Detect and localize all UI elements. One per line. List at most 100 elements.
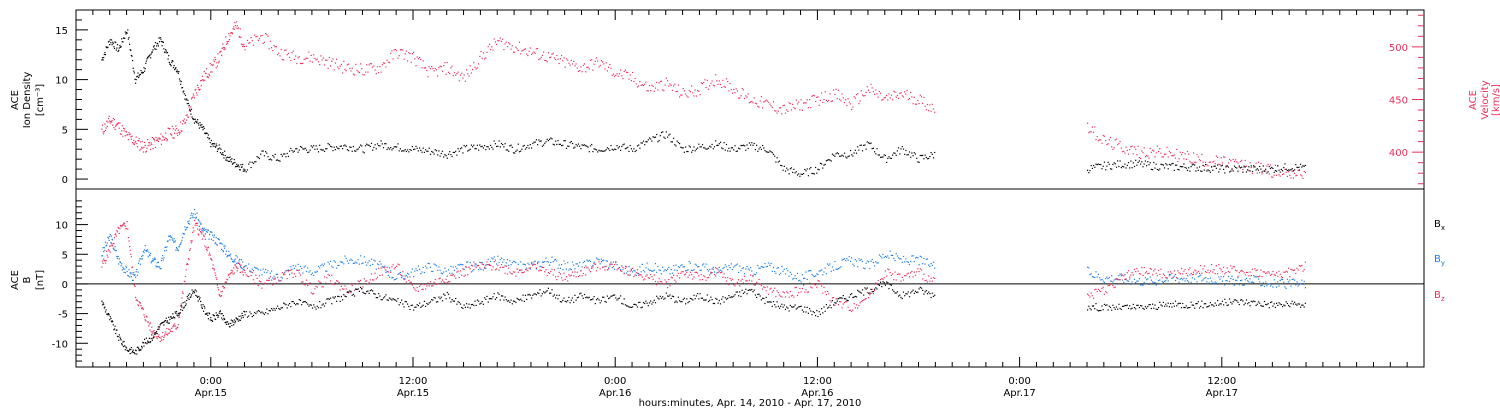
density-point	[553, 144, 555, 146]
bz-point	[841, 307, 843, 309]
bz-point	[374, 272, 376, 274]
bx-point	[256, 311, 258, 313]
velocity-point	[337, 66, 339, 68]
by-point	[1135, 281, 1137, 284]
bz-point	[1233, 266, 1235, 268]
velocity-point	[836, 98, 838, 100]
bz-point	[1180, 268, 1183, 270]
bx-point	[707, 300, 710, 303]
density-point	[1155, 163, 1157, 165]
velocity-point	[230, 32, 232, 34]
velocity-point	[733, 88, 735, 90]
bz-point	[752, 275, 754, 277]
bx-point	[712, 302, 714, 305]
bz-point	[1206, 271, 1208, 274]
bz-point	[1297, 269, 1299, 271]
bx-point	[279, 308, 281, 310]
bz-point	[1102, 286, 1104, 288]
by-point	[1221, 280, 1223, 282]
bz-point	[736, 281, 738, 284]
density-point	[177, 72, 179, 74]
velocity-point	[744, 97, 746, 100]
velocity-point	[189, 110, 191, 112]
density-point	[405, 150, 407, 153]
bz-point	[1225, 272, 1227, 274]
bz-point	[796, 294, 799, 296]
density-point	[287, 155, 289, 157]
bz-point	[360, 279, 362, 281]
bz-point	[1260, 269, 1262, 271]
density-point	[660, 131, 663, 134]
density-point	[102, 59, 104, 61]
bx-point	[760, 299, 762, 301]
by-point	[176, 248, 178, 250]
by-point	[342, 261, 344, 263]
velocity-point	[1162, 156, 1164, 158]
density-point	[772, 153, 775, 155]
density-point	[387, 147, 389, 149]
density-point	[202, 129, 204, 131]
density-point	[1208, 170, 1210, 172]
density-point	[811, 172, 813, 175]
bz-point	[322, 286, 324, 288]
density-point	[245, 171, 247, 173]
by-point	[155, 265, 157, 267]
density-point	[928, 157, 930, 160]
velocity-point	[1101, 142, 1103, 144]
velocity-point	[1119, 140, 1121, 143]
bz-point	[811, 287, 813, 289]
bz-point	[216, 284, 218, 286]
bz-point	[532, 264, 534, 266]
velocity-point	[287, 52, 289, 54]
bz-point	[682, 271, 684, 273]
bz-point	[1267, 271, 1269, 273]
velocity-point	[198, 89, 200, 91]
bx-point	[645, 300, 647, 302]
bz-point	[1200, 265, 1202, 267]
velocity-point	[636, 86, 639, 88]
bz-point	[210, 257, 212, 260]
density-point	[744, 145, 746, 147]
density-point	[1133, 165, 1136, 168]
density-point	[392, 147, 394, 150]
bx-point	[669, 294, 671, 296]
density-point	[731, 147, 734, 149]
velocity-point	[494, 41, 496, 43]
bz-point	[788, 296, 790, 298]
density-point	[768, 151, 770, 153]
density-point	[1233, 165, 1235, 167]
velocity-point	[231, 33, 234, 35]
bx-point	[805, 311, 807, 313]
bz-point	[746, 280, 748, 282]
by-point	[346, 260, 348, 262]
by-point	[222, 251, 224, 253]
density-point	[143, 67, 145, 69]
by-point	[112, 247, 114, 249]
bz-point	[1160, 268, 1162, 270]
density-point	[167, 58, 169, 60]
density-point	[227, 160, 229, 162]
bz-point	[204, 245, 206, 247]
bx-point	[115, 329, 117, 331]
bx-point	[917, 291, 919, 293]
by-point	[1215, 282, 1217, 284]
velocity-point	[384, 62, 386, 64]
bx-point	[363, 292, 365, 294]
bx-point	[793, 306, 795, 308]
bz-point	[1124, 278, 1126, 280]
bx-point	[462, 307, 464, 309]
by-point	[567, 262, 569, 264]
density-point	[695, 148, 697, 150]
by-point	[497, 255, 499, 257]
velocity-point	[734, 92, 736, 94]
bz-point	[786, 291, 788, 293]
velocity-point	[226, 41, 228, 43]
density-point	[133, 72, 135, 74]
by-point	[1119, 273, 1121, 275]
density-point	[1146, 165, 1148, 167]
bz-point	[595, 270, 598, 272]
density-point	[134, 78, 136, 80]
bx-point	[340, 296, 342, 298]
by-point	[228, 254, 231, 256]
density-point	[239, 169, 241, 171]
